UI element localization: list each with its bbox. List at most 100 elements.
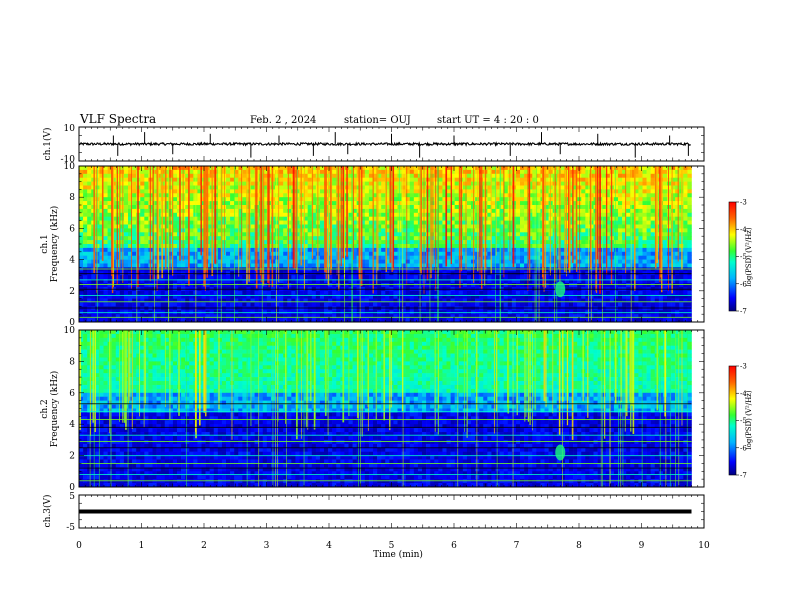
- ch1-spectrogram-cell: [662, 197, 668, 202]
- ch1-spectrogram-cell: [401, 169, 406, 175]
- ch1-spectrogram-cell: [667, 232, 672, 237]
- ch1-spectrogram-cell: [569, 166, 574, 171]
- ch1-spectrogram-cell: [491, 197, 496, 202]
- ch1-spectrogram-cell: [434, 263, 439, 268]
- ch1-spectrogram-cell: [177, 247, 182, 253]
- ch1-spectrogram-cell: [401, 224, 406, 229]
- ch1-spectrogram-cell: [242, 185, 247, 190]
- ch1-spectrogram-cell: [601, 228, 607, 233]
- ch1-spectrogram-cell: [675, 216, 680, 221]
- ch1-spectrogram-cell: [438, 205, 443, 210]
- ch1-spectrogram-cell: [515, 181, 521, 186]
- ch1-spectrogram-cell: [385, 197, 390, 202]
- ch1-spectrogram-cell: [287, 189, 292, 194]
- ch1-spectrogram-cell: [544, 173, 549, 178]
- ch1-spectrogram-cell: [667, 275, 672, 280]
- ch1-spectrogram-cell: [332, 275, 337, 280]
- ch1-spectrogram-cell: [332, 193, 337, 198]
- ch1-spectrogram-cell: [123, 236, 129, 241]
- ch1-spectrogram-cell: [79, 275, 84, 280]
- ch1-spectrogram-cell: [622, 201, 627, 206]
- ch1-spectrogram-cell: [283, 181, 288, 186]
- ch1-spectrogram-cell: [368, 197, 374, 202]
- ch1-spectrogram-cell: [132, 185, 137, 190]
- ch1-spectrogram-cell: [115, 177, 121, 182]
- ch1-spectrogram-cell: [495, 275, 500, 280]
- ch1-spectrogram-cell: [172, 173, 178, 178]
- ch1-spectrogram-cell: [662, 259, 668, 264]
- ch1-spectrogram-cell: [234, 247, 239, 253]
- ch1-spectrogram-cell: [226, 244, 231, 249]
- ch1-spectrogram-cell: [99, 255, 104, 260]
- ch1-spectrogram-cell: [115, 224, 121, 229]
- ch1-spectrogram-cell: [430, 228, 435, 233]
- ch1-spectrogram-cell: [348, 283, 353, 288]
- ch1-spectrogram-cell: [234, 173, 239, 178]
- ch1-spectrogram-cell: [238, 247, 243, 253]
- ch1-spectrogram-cell: [613, 185, 619, 190]
- ch1-spectrogram-cell: [601, 240, 607, 245]
- ch1-spectrogram-cell: [279, 255, 284, 260]
- ch1-spectrogram-cell: [430, 232, 435, 237]
- ch1-spectrogram-cell: [626, 255, 631, 260]
- ch1-spectrogram-cell: [307, 275, 313, 280]
- ch1-spectrogram-cell: [348, 205, 353, 210]
- ch1-spectrogram-cell: [405, 169, 411, 175]
- ch1-spectrogram-cell: [123, 255, 129, 260]
- ch1-spectrogram-cell: [79, 197, 84, 202]
- ch1-spectrogram-cell: [115, 201, 121, 206]
- ch1-spectrogram-cell: [642, 232, 647, 237]
- ch1-spectrogram-cell: [634, 208, 639, 214]
- ch1-spectrogram-cell: [544, 263, 549, 268]
- ch1-spectrogram-cell: [601, 193, 607, 198]
- ch1-spectrogram-cell: [450, 240, 455, 245]
- ch1-spectrogram-cell: [119, 177, 125, 182]
- ch1-spectrogram-cell: [119, 205, 125, 210]
- ch1-spectrogram-cell: [560, 185, 566, 190]
- ch1-spectrogram-cell: [283, 240, 288, 245]
- ch1-spectrogram-cell: [520, 251, 525, 256]
- ch1-spectrogram-cell: [217, 232, 223, 237]
- ch1-spectrogram-cell: [189, 189, 194, 194]
- ch1-spectrogram-cell: [560, 173, 566, 178]
- ch1-spectrogram-cell: [687, 240, 692, 245]
- ch1-spectrogram-cell: [495, 228, 500, 233]
- ch1-spectrogram-cell: [164, 205, 170, 210]
- ch1-spectrogram-cell: [442, 220, 447, 225]
- ch1-spectrogram-cell: [520, 247, 525, 253]
- ch1-spectrogram-cell: [217, 177, 223, 182]
- ch1-spectrogram-cell: [103, 240, 108, 245]
- ch1-spectrogram-cell: [364, 267, 370, 272]
- ch1-waveform-panel: 10 -10 ch.1(V): [42, 124, 705, 165]
- ch1-spectrogram-cell: [413, 197, 419, 202]
- ch1-spectrogram-cell: [87, 247, 92, 253]
- ch1-spectrogram-cell: [413, 205, 419, 210]
- ch1-spectrogram-cell: [221, 255, 227, 260]
- ch1-spectrogram-cell: [667, 169, 672, 175]
- ch1-spectrogram-cell: [434, 208, 439, 214]
- ch1-spectrogram-cell: [650, 228, 656, 233]
- ch1-spectrogram-cell: [646, 224, 651, 229]
- ch1-spectrogram-cell: [413, 232, 419, 237]
- ch1-spectrogram-cell: [103, 247, 108, 253]
- ch1-spectrogram-cell: [262, 185, 268, 190]
- ch1-spectrogram-cell: [405, 177, 411, 182]
- ch1-spectrogram-cell: [279, 216, 284, 221]
- ch1-spectrogram-cell: [103, 263, 108, 268]
- ch1-spectrogram-cell: [226, 197, 231, 202]
- ch1-spectrogram-cell: [634, 166, 639, 171]
- ch1-spectrogram-cell: [434, 232, 439, 237]
- ch1-spectrogram-cell: [503, 173, 509, 178]
- ch1-spectrogram-cell: [242, 236, 247, 241]
- ch1-spectrogram-cell: [189, 283, 194, 288]
- ch1-spectrogram-cell: [671, 185, 676, 190]
- ch1-spectrogram-cell: [99, 205, 104, 210]
- ch1-spectrogram-cell: [650, 166, 656, 171]
- ch1-spectrogram-cell: [209, 279, 215, 284]
- ch1-spectrogram-cell: [405, 244, 411, 249]
- ch1-spectrogram-cell: [532, 283, 537, 288]
- ch1-spectrogram-cell: [99, 236, 104, 241]
- ch1-spectrogram-cell: [140, 275, 145, 280]
- ch1-spectrogram-cell: [613, 173, 619, 178]
- ch1-spectrogram-cell: [520, 205, 525, 210]
